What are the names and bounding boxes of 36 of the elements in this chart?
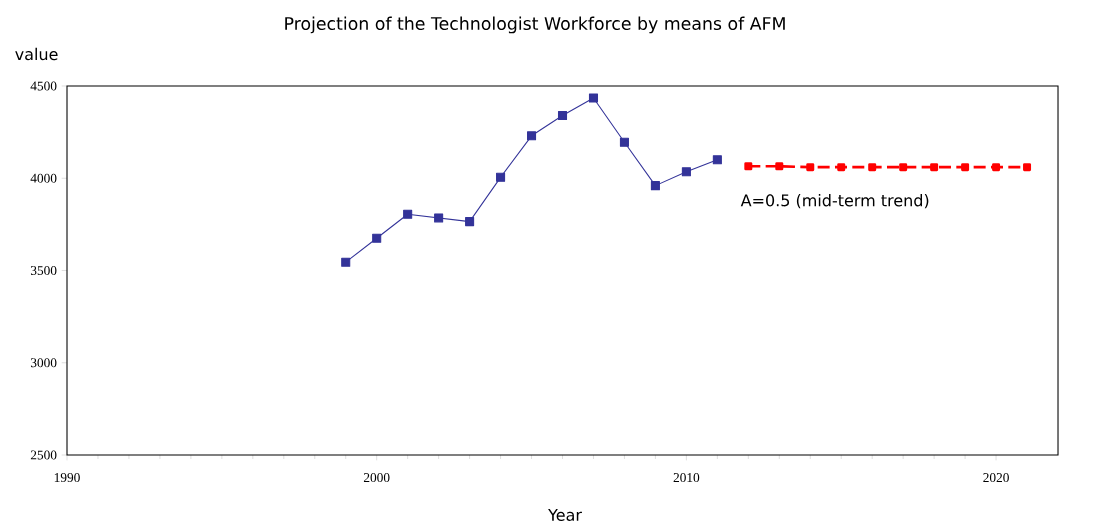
x-tick-label: 2000 (363, 473, 390, 483)
point (527, 131, 537, 141)
y-tick-label: 4500 (30, 81, 57, 91)
point (868, 163, 877, 172)
point (930, 163, 939, 172)
point (619, 137, 629, 147)
x-tick-label: 2010 (673, 473, 700, 483)
x-axis-title: Year (548, 509, 582, 521)
point (681, 167, 691, 177)
point (837, 163, 846, 172)
point (712, 155, 722, 165)
y-tick-label: 4000 (30, 173, 57, 183)
chart-title: Projection of the Technologist Workforce by means of AFM (285, 16, 785, 34)
point (403, 209, 413, 219)
point (744, 162, 753, 171)
y-tick-label: 3000 (30, 358, 57, 368)
x-tick-label: 2020 (983, 473, 1009, 483)
point (465, 217, 475, 227)
point (1023, 163, 1032, 172)
point (961, 163, 970, 172)
y-tick-label: 2500 (30, 450, 57, 460)
point (372, 233, 382, 243)
point (650, 181, 660, 191)
point (899, 163, 908, 172)
point (434, 213, 444, 223)
y-axis-title: value (15, 47, 58, 61)
annotation: A=0.5 (mid-term trend) (740, 194, 929, 209)
x-tick-label: 1990 (54, 473, 80, 483)
point (775, 162, 784, 171)
point (496, 172, 506, 182)
point (992, 163, 1001, 172)
point (806, 163, 815, 172)
y-tick-label: 3500 (30, 266, 57, 275)
point (588, 93, 599, 103)
point (557, 110, 568, 121)
point (341, 257, 351, 267)
